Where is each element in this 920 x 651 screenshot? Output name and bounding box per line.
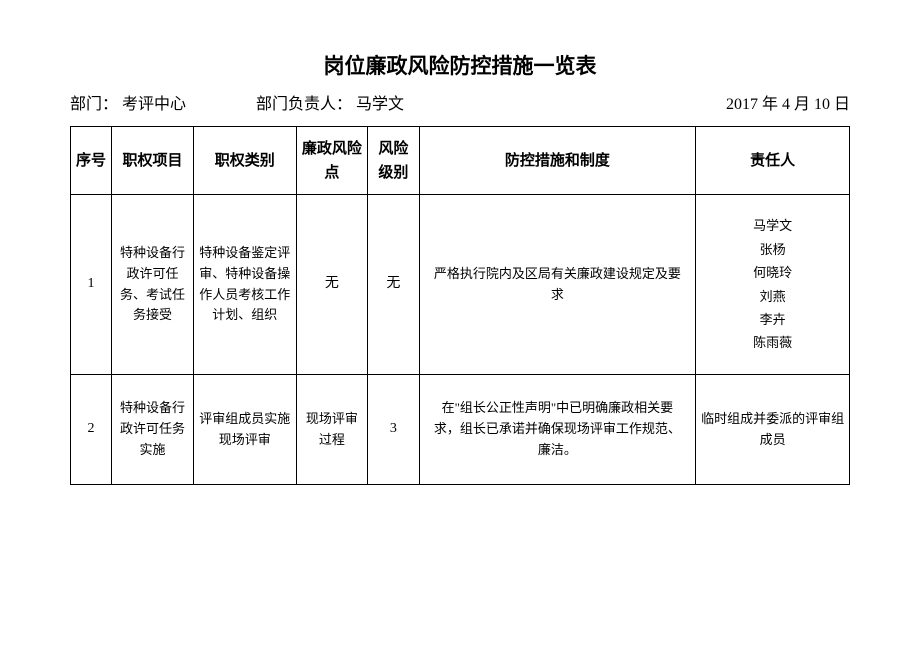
cell-level: 3 (368, 375, 419, 485)
th-risk: 廉政风险点 (296, 127, 368, 195)
meta-leader: 部门负责人： 马学文 (186, 90, 726, 114)
person-name: 张杨 (700, 238, 845, 261)
table-row: 2 特种设备行政许可任务实施 评审组成员实施现场评审 现场评审过程 3 在"组长… (71, 375, 850, 485)
cell-person: 马学文 张杨 何晓玲 刘燕 李卉 陈雨薇 (696, 195, 850, 375)
person-name: 何晓玲 (700, 261, 845, 284)
cell-level: 无 (368, 195, 419, 375)
page-title: 岗位廉政风险防控措施一览表 (70, 50, 850, 80)
cell-measure: 严格执行院内及区局有关廉政建设规定及要求 (419, 195, 696, 375)
meta-dept: 部门： 考评中心 (70, 90, 186, 114)
th-level: 风险级别 (368, 127, 419, 195)
leader-label: 部门负责人： (256, 96, 352, 113)
cell-risk: 现场评审过程 (296, 375, 368, 485)
meta-row: 部门： 考评中心 部门负责人： 马学文 2017 年 4 月 10 日 (70, 90, 850, 114)
dept-value: 考评中心 (122, 96, 186, 113)
cell-category: 评审组成员实施现场评审 (194, 375, 297, 485)
person-name: 李卉 (700, 308, 845, 331)
th-category: 职权类别 (194, 127, 297, 195)
person-name: 马学文 (700, 214, 845, 237)
th-seq: 序号 (71, 127, 112, 195)
cell-seq: 1 (71, 195, 112, 375)
cell-measure: 在"组长公正性声明"中已明确廉政相关要求，组长已承诺并确保现场评审工作规范、廉洁… (419, 375, 696, 485)
person-name: 刘燕 (700, 285, 845, 308)
meta-date: 2017 年 4 月 10 日 (726, 90, 850, 114)
th-item: 职权项目 (112, 127, 194, 195)
cell-person: 临时组成并委派的评审组成员 (696, 375, 850, 485)
cell-item: 特种设备行政许可任务、考试任务接受 (112, 195, 194, 375)
person-name: 陈雨薇 (700, 331, 845, 354)
cell-risk: 无 (296, 195, 368, 375)
table-header-row: 序号 职权项目 职权类别 廉政风险点 风险级别 防控措施和制度 责任人 (71, 127, 850, 195)
dept-label: 部门： (70, 96, 118, 113)
risk-table: 序号 职权项目 职权类别 廉政风险点 风险级别 防控措施和制度 责任人 1 特种… (70, 126, 850, 485)
th-measure: 防控措施和制度 (419, 127, 696, 195)
cell-category: 特种设备鉴定评审、特种设备操作人员考核工作计划、组织 (194, 195, 297, 375)
th-person: 责任人 (696, 127, 850, 195)
cell-item: 特种设备行政许可任务实施 (112, 375, 194, 485)
cell-seq: 2 (71, 375, 112, 485)
table-row: 1 特种设备行政许可任务、考试任务接受 特种设备鉴定评审、特种设备操作人员考核工… (71, 195, 850, 375)
leader-value: 马学文 (356, 96, 404, 113)
